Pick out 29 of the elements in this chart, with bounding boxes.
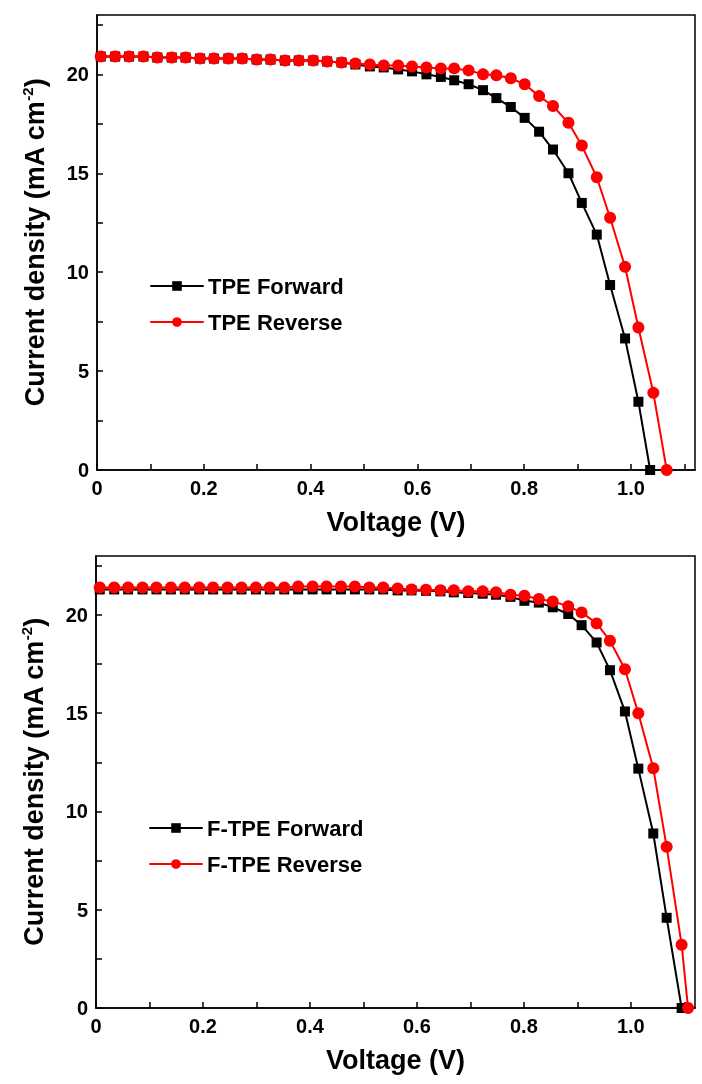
x-tick-label: 0.8 — [509, 1015, 538, 1037]
y-tick-label: 10 — [65, 800, 88, 823]
x-axis-title: Voltage (V) — [326, 506, 466, 537]
x-tick-label: 1.0 — [617, 477, 645, 499]
y-tick-label: 15 — [66, 162, 89, 185]
x-tick-label: 0.6 — [402, 1015, 431, 1037]
x-tick-label: 0.2 — [189, 477, 218, 499]
x-tick-label: 0.4 — [296, 1015, 325, 1037]
x-tick-label: 0.2 — [189, 1015, 217, 1037]
y-tick-label: 20 — [66, 63, 89, 86]
x-tick-label: 1.0 — [616, 1015, 645, 1037]
y-tick-label: 20 — [65, 603, 88, 626]
y-tick-label: 0 — [77, 459, 89, 481]
legend-label: TPE Forward — [208, 273, 344, 299]
legend-label: F-TPE Forward — [207, 815, 364, 841]
legend-label: TPE Reverse — [208, 309, 343, 335]
x-axis-title: Voltage (V) — [325, 1044, 466, 1075]
y-tick-label: 10 — [66, 261, 89, 284]
y-tick-label: 0 — [76, 997, 88, 1019]
y-axis-title: Current density (mA cm-2) — [18, 617, 49, 946]
x-tick-label: 0.6 — [403, 477, 432, 499]
x-tick-label: 0.8 — [510, 477, 539, 499]
y-tick-label: 15 — [65, 702, 88, 725]
x-tick-label: 0.4 — [296, 477, 326, 499]
y-axis-title: Current density (mA cm-2) — [19, 78, 50, 407]
legend-label: F-TPE Reverse — [207, 851, 363, 877]
y-tick-label: 5 — [76, 898, 88, 921]
x-tick-label: 0 — [91, 477, 103, 499]
y-tick-label: 5 — [77, 360, 89, 383]
